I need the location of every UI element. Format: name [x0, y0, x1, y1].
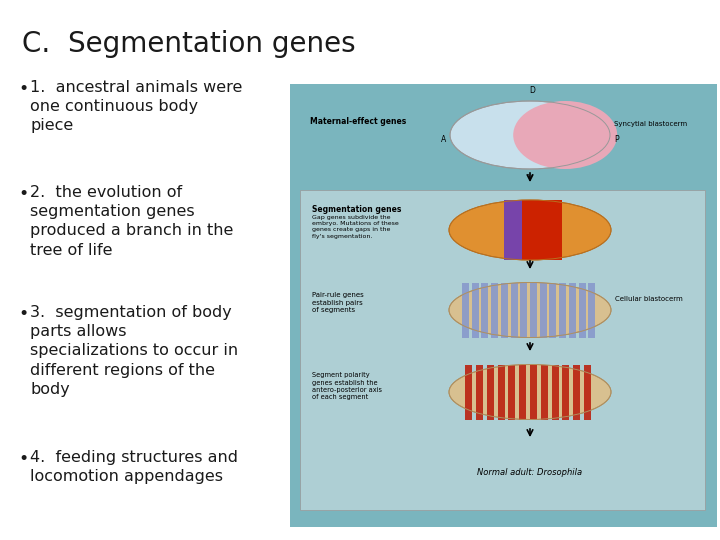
Bar: [462, 282, 469, 338]
Text: Segment polarity
genes establish the
antero-posterior axis
of each segment: Segment polarity genes establish the ant…: [312, 372, 382, 401]
Bar: [491, 282, 498, 338]
Text: •: •: [18, 305, 28, 323]
Text: V: V: [528, 174, 532, 180]
Text: •: •: [18, 450, 28, 468]
Ellipse shape: [513, 101, 617, 169]
Bar: [559, 282, 566, 338]
Text: Normal adult: Drosophila: Normal adult: Drosophila: [477, 468, 582, 477]
Bar: [552, 364, 559, 420]
Bar: [562, 364, 570, 420]
Bar: [510, 282, 518, 338]
Bar: [588, 282, 595, 338]
Bar: [465, 364, 472, 420]
Text: C.  Segmentation genes: C. Segmentation genes: [22, 30, 356, 58]
Text: Syncytial blastocerm: Syncytial blastocerm: [614, 121, 687, 127]
Ellipse shape: [449, 282, 611, 338]
Bar: [540, 282, 546, 338]
Bar: [504, 200, 522, 260]
Text: 2.  the evolution of
segmentation genes
produced a branch in the
tree of life: 2. the evolution of segmentation genes p…: [30, 185, 233, 258]
Bar: [472, 282, 479, 338]
Text: D: D: [529, 86, 535, 95]
Bar: [501, 282, 508, 338]
Bar: [521, 282, 527, 338]
Text: A: A: [441, 134, 446, 144]
Bar: [519, 364, 526, 420]
Bar: [549, 282, 557, 338]
Ellipse shape: [449, 200, 611, 260]
Bar: [584, 364, 591, 420]
Bar: [530, 282, 537, 338]
Text: Cellular blastocerm: Cellular blastocerm: [615, 296, 683, 302]
Text: Gap genes subdivide the
embryo. Mutations of these
genes create gaps in the
fly': Gap genes subdivide the embryo. Mutation…: [312, 215, 399, 239]
Text: 3.  segmentation of body
parts allows
specializations to occur in
different regi: 3. segmentation of body parts allows spe…: [30, 305, 238, 397]
Ellipse shape: [449, 364, 611, 420]
Text: •: •: [18, 185, 28, 203]
Text: Maternal-effect genes: Maternal-effect genes: [310, 118, 406, 126]
Bar: [508, 364, 516, 420]
Bar: [573, 364, 580, 420]
Bar: [482, 282, 488, 338]
Ellipse shape: [450, 101, 610, 169]
Bar: [541, 364, 548, 420]
Bar: [522, 200, 562, 260]
Text: Segmentation genes: Segmentation genes: [312, 205, 401, 214]
Bar: [579, 282, 585, 338]
Bar: [569, 282, 576, 338]
Text: 1.  ancestral animals were
one continuous body
piece: 1. ancestral animals were one continuous…: [30, 80, 243, 133]
Bar: [530, 364, 537, 420]
Bar: [498, 364, 505, 420]
Text: P: P: [614, 134, 618, 144]
Text: •: •: [18, 80, 28, 98]
Text: 4.  feeding structures and
locomotion appendages: 4. feeding structures and locomotion app…: [30, 450, 238, 484]
Bar: [290, 84, 717, 527]
Bar: [300, 190, 705, 510]
Bar: [476, 364, 483, 420]
Text: Pair-rule genes
establish pairs
of segments: Pair-rule genes establish pairs of segme…: [312, 292, 364, 313]
Bar: [487, 364, 494, 420]
